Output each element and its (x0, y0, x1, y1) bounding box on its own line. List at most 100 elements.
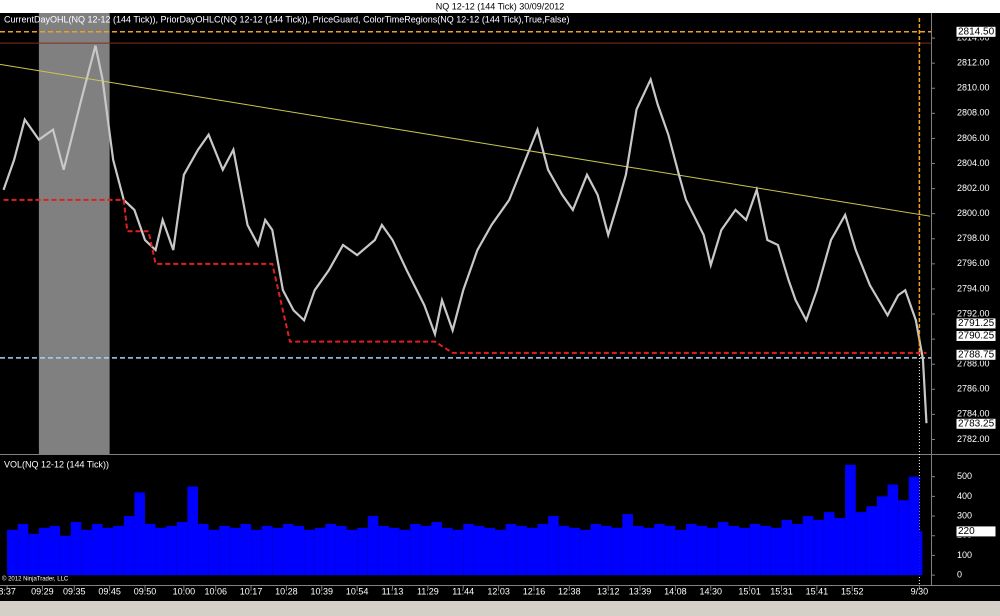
x-tick-label: 10:00 (173, 586, 196, 596)
x-tick-label: 11:13 (382, 586, 404, 596)
y-tick-label: 2812.00 (957, 58, 990, 68)
x-tick-label: 12:03 (487, 586, 510, 596)
volume-bar (367, 516, 379, 576)
volume-bar (357, 527, 368, 576)
volume-bar (176, 521, 188, 576)
volume-bar (664, 525, 676, 576)
x-tick-label: 09:45 (98, 586, 121, 596)
volume-bar (335, 525, 347, 576)
volume-bar (219, 525, 230, 576)
volume-bar (166, 525, 177, 576)
volume-bar (7, 529, 18, 576)
volume-bar (473, 525, 485, 576)
volume-bar (675, 529, 687, 576)
volume-bar (463, 523, 474, 576)
x-tick-label: 15:41 (806, 586, 829, 596)
x-tick-label: 13:12 (597, 586, 620, 596)
volume-bar (898, 500, 909, 576)
price-marker-box (955, 329, 997, 342)
volume-bar (420, 525, 432, 576)
price-marker-label: 2791.25 (958, 318, 995, 329)
volume-bar (739, 527, 750, 576)
volume-bar (558, 525, 570, 576)
volume-bar (686, 523, 697, 576)
volume-bar (134, 492, 145, 576)
volume-bar (198, 523, 209, 576)
volume-bar (590, 523, 602, 576)
volume-bar (431, 521, 443, 576)
x-tick-label: 12:38 (558, 586, 581, 596)
x-tick-label: 14:30 (699, 586, 722, 596)
volume-bar (760, 525, 771, 576)
volume-bar (325, 523, 336, 576)
volume-bar (123, 516, 135, 576)
volume-bar (495, 529, 506, 576)
window-title: NQ 12-12 (144 Tick) 30/09/2012 (436, 1, 565, 11)
volume-bar (17, 523, 29, 576)
y-tick-label: 2802.00 (957, 183, 990, 193)
volume-bar (484, 527, 496, 576)
volume-bar (314, 527, 326, 576)
x-tick-label: 13:39 (629, 586, 652, 596)
volume-bar (102, 527, 114, 576)
x-tick-label: 10:17 (240, 586, 263, 596)
volume-bar (823, 512, 835, 576)
y-tick-label: 2794.00 (957, 283, 990, 293)
price-marker-box (955, 417, 997, 430)
volume-bar (208, 529, 220, 576)
volume-bar (155, 527, 167, 576)
volume-bar (70, 521, 82, 576)
volume-bar (49, 525, 61, 576)
volume-bar (632, 525, 644, 576)
y-tick-label: 2792.00 (957, 308, 990, 318)
y-tick-label: 2810.00 (957, 83, 990, 93)
x-tick-label: 10:28 (275, 586, 298, 596)
volume-bar (792, 523, 803, 576)
volume-bar (346, 529, 358, 576)
price-marker-label: 2783.25 (958, 418, 995, 429)
volume-bar (442, 527, 453, 576)
volume-bar (781, 520, 793, 576)
volume-bar (866, 506, 877, 576)
volume-bar (187, 486, 199, 576)
price-line (2, 45, 928, 424)
low-line (3, 198, 927, 354)
volume-bar (707, 527, 718, 576)
volume-bar (452, 529, 464, 576)
volume-bar (293, 525, 305, 576)
volume-bar (919, 531, 923, 576)
x-tick-label: 15:31 (770, 586, 793, 596)
volume-bar (505, 523, 517, 576)
price-marker-label: 2814.50 (958, 26, 995, 37)
volume-bar (91, 523, 103, 576)
volume-bar (579, 529, 591, 576)
volume-bar (240, 523, 252, 576)
volume-bar (144, 523, 156, 576)
title-bar (0, 0, 1000, 13)
volume-bar (887, 484, 899, 576)
volume-bar (643, 527, 655, 576)
volume-bar (548, 516, 559, 576)
volume-bar (622, 514, 633, 576)
price-marker-label: 2788.75 (958, 349, 995, 360)
price-marker-label: 220 (958, 526, 975, 537)
volume-bar (272, 527, 283, 576)
y-tick-label: 500 (957, 471, 972, 481)
volume-bar (399, 529, 411, 576)
volume-bar (717, 521, 729, 576)
y-tick-label: 0 (957, 570, 962, 580)
volume-bar (802, 516, 814, 576)
volume-bar (516, 525, 527, 576)
volume-title: VOL(NQ 12-12 (144 Tick)) (4, 459, 109, 469)
x-tick-label: 14:08 (664, 586, 687, 596)
volume-bar (304, 529, 315, 576)
volume-bar (526, 527, 538, 576)
volume-bar (770, 527, 782, 576)
x-tick-label: 09:50 (134, 586, 157, 596)
x-tick-label: 12:16 (523, 586, 546, 596)
trend-line (0, 63, 931, 217)
price-title: CurrentDayOHL(NQ 12-12 (144 Tick)), Prio… (4, 14, 570, 24)
x-tick-label: 15:52 (841, 586, 864, 596)
y-tick-label: 100 (957, 550, 972, 560)
x-tick-label: 09:29 (31, 586, 54, 596)
